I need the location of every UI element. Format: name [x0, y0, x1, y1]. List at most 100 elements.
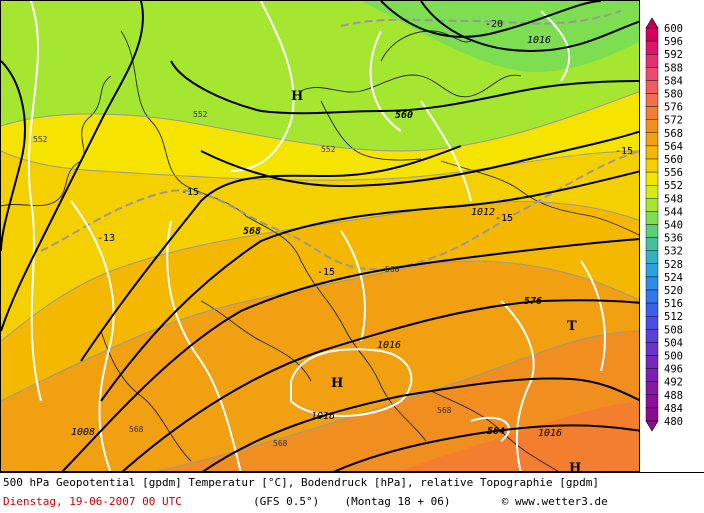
legend-arrow-bottom [645, 420, 659, 432]
legend-swatch [645, 145, 659, 160]
legend-swatch [645, 342, 659, 356]
map-canvas: H H H T 1008 1012 1016 1016 1016 1016 56… [1, 1, 639, 472]
weather-map: H H H T 1008 1012 1016 1016 1016 1016 56… [0, 0, 640, 472]
isobar-label: 1016 [377, 340, 401, 351]
isobar-label: 1012 [471, 207, 495, 218]
high-pressure-label: H [331, 376, 343, 391]
isobar-label: 1016 [311, 411, 335, 422]
legend-level-label: 556 [664, 167, 683, 179]
legend-swatch [645, 171, 659, 186]
legend-swatch [645, 250, 659, 264]
legend-level-label: 488 [664, 390, 683, 402]
isobars [1, 1, 639, 471]
height-labels: 560 568 576 584 [243, 110, 542, 437]
legend-swatch [645, 119, 659, 133]
topo-label: 552 [193, 110, 208, 119]
model-name: (GFS 0.5°) [253, 495, 320, 508]
footer-info: Dienstag, 19-06-2007 00 UTC (GFS 0.5°) (… [3, 494, 608, 509]
legend-level-label: 524 [664, 272, 683, 284]
legend-level-label: 592 [664, 49, 683, 61]
legend-swatch [645, 211, 659, 225]
topo-label: 560 [385, 265, 400, 274]
legend-swatch [645, 381, 659, 396]
temp-label: -15 [317, 267, 335, 278]
legend-level-label: 572 [664, 115, 683, 127]
legend-swatch [645, 289, 659, 304]
legend-level-label: 588 [664, 62, 683, 74]
isobar-label: 1008 [71, 427, 95, 438]
height-label: 584 [487, 426, 505, 437]
model-run: (Montag 18 + 06) [344, 495, 451, 508]
legend-swatch [645, 27, 659, 42]
temp-label: -15 [615, 146, 633, 157]
temperature-labels: -20 -15 -15 -15 -15 -13 [97, 19, 633, 278]
legend-level-label: 580 [664, 89, 683, 101]
legend-level-label: 504 [664, 337, 683, 349]
isobar-label: 1016 [527, 35, 551, 46]
legend-level-label: 568 [664, 128, 683, 140]
legend-level-label: 520 [664, 285, 683, 297]
legend-level-label: 552 [664, 180, 683, 192]
topo-lines [1, 91, 639, 471]
legend-swatch [645, 184, 659, 199]
legend-level-label: 564 [664, 141, 683, 153]
legend-swatch [645, 237, 659, 251]
topo-labels: 552 552 552 560 568 568 568 [33, 110, 452, 448]
legend-swatch [645, 158, 659, 173]
legend-level-label: 532 [664, 246, 683, 258]
high-pressure-label: H [569, 461, 581, 472]
legend-swatch [645, 106, 659, 120]
temp-label: -15 [181, 187, 199, 198]
legend-swatch [645, 302, 659, 317]
legend-swatch [645, 67, 659, 81]
isobar-labels: 1008 1012 1016 1016 1016 1016 [71, 35, 562, 439]
legend-level-label: 500 [664, 351, 683, 363]
legend-swatch [645, 93, 659, 107]
legend-level-label: 528 [664, 259, 683, 271]
legend-level-label: 600 [664, 23, 683, 35]
band-572 [401, 401, 639, 471]
topo-label: 568 [437, 406, 452, 415]
legend-swatch [645, 224, 659, 238]
forecast-date: Dienstag, 19-06-2007 00 UTC [3, 495, 182, 508]
height-label: 568 [243, 226, 261, 237]
legend-level-label: 576 [664, 102, 683, 114]
legend-swatch [645, 355, 659, 369]
copyright-link[interactable]: © www.wetter3.de [501, 495, 608, 508]
map-description: 500 hPa Geopotential [gpdm] Temperatur [… [3, 476, 600, 489]
legend-level-label: 484 [664, 403, 683, 415]
legend-swatch [645, 40, 659, 55]
legend-level-label: 492 [664, 377, 683, 389]
legend-swatch [645, 316, 659, 330]
temperature-lines [40, 10, 639, 271]
legend-level-label: 496 [664, 364, 683, 376]
legend-level-label: 540 [664, 220, 683, 232]
topo-label: 568 [129, 425, 144, 434]
legend-swatch [645, 132, 659, 147]
temp-label: -15 [495, 213, 513, 224]
legend-level-label: 596 [664, 36, 683, 48]
legend-bar: 6005965925885845805765725685645605565525… [645, 17, 683, 432]
legend-swatch [645, 198, 659, 212]
height-label: 576 [524, 296, 542, 307]
legend-level-label: 536 [664, 233, 683, 245]
low-pressure-label: T [567, 319, 577, 334]
legend-swatch [645, 80, 659, 94]
legend-level-label: 508 [664, 324, 683, 336]
legend-swatch [645, 329, 659, 343]
topo-label: 552 [321, 145, 336, 154]
isobar-label: 1016 [538, 428, 562, 439]
legend-swatch [645, 263, 659, 278]
color-scale-legend: 600 596 592 588 584 580 576 572 568 564 560 556 552 5… [640, 0, 704, 472]
height-label: 560 [395, 110, 413, 121]
legend-swatch [645, 54, 659, 68]
temp-label: -20 [485, 19, 503, 30]
legend-swatch [645, 394, 659, 409]
topo-label: 552 [33, 135, 48, 144]
legend-level-label: 544 [664, 206, 683, 218]
legend-level-label: 584 [664, 75, 683, 87]
legend-swatch [645, 368, 659, 382]
map-footer: 500 hPa Geopotential [gpdm] Temperatur [… [0, 472, 704, 513]
legend-level-label: 548 [664, 193, 683, 205]
high-pressure-label: H [291, 89, 303, 104]
